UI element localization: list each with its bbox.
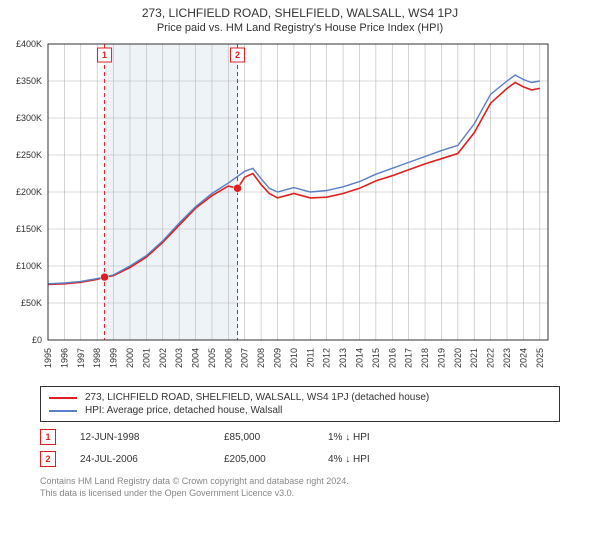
- svg-text:2014: 2014: [354, 348, 364, 368]
- svg-text:£350K: £350K: [16, 76, 42, 86]
- svg-text:2004: 2004: [191, 348, 201, 368]
- attribution: Contains HM Land Registry data © Crown c…: [40, 476, 560, 499]
- attribution-line1: Contains HM Land Registry data © Crown c…: [40, 476, 560, 488]
- svg-text:1995: 1995: [43, 348, 53, 368]
- svg-text:2018: 2018: [420, 348, 430, 368]
- svg-text:1996: 1996: [59, 348, 69, 368]
- svg-text:£300K: £300K: [16, 113, 42, 123]
- chart-svg: £0 £50K £100K £150K £200K £250K £300K £350K £400…: [0, 40, 560, 380]
- svg-text:£400K: £400K: [16, 40, 42, 49]
- price-chart: £0 £50K £100K £150K £200K £250K £300K £350K £400…: [0, 40, 600, 380]
- svg-text:2015: 2015: [371, 348, 381, 368]
- legend-row: HPI: Average price, detached house, Wals…: [49, 404, 551, 417]
- event-table: 1 12-JUN-1998 £85,000 1% ↓ HPI 2 24-JUL-2006 £…: [40, 426, 560, 470]
- event-price: £205,000: [224, 454, 304, 465]
- legend: 273, LICHFIELD ROAD, SHELFIELD, WALSALL,…: [40, 386, 560, 422]
- svg-text:1: 1: [102, 50, 107, 60]
- svg-text:2006: 2006: [223, 348, 233, 368]
- svg-text:2: 2: [235, 50, 240, 60]
- svg-text:2007: 2007: [240, 348, 250, 368]
- event-date: 24-JUL-2006: [80, 454, 200, 465]
- event-marker: 2: [40, 451, 56, 467]
- svg-text:2013: 2013: [338, 348, 348, 368]
- event-row: 2 24-JUL-2006 £205,000 4% ↓ HPI: [40, 448, 560, 470]
- svg-text:2005: 2005: [207, 348, 217, 368]
- event-delta: 1% ↓ HPI: [328, 432, 418, 443]
- svg-text:£200K: £200K: [16, 187, 42, 197]
- svg-text:2008: 2008: [256, 348, 266, 368]
- svg-text:1998: 1998: [92, 348, 102, 368]
- page-title: 273, LICHFIELD ROAD, SHELFIELD, WALSALL,…: [0, 0, 600, 20]
- svg-text:2009: 2009: [273, 348, 283, 368]
- svg-text:2025: 2025: [535, 348, 545, 368]
- svg-text:2023: 2023: [502, 348, 512, 368]
- svg-text:2000: 2000: [125, 348, 135, 368]
- svg-text:2017: 2017: [404, 348, 414, 368]
- svg-text:2021: 2021: [469, 348, 479, 368]
- legend-label: 273, LICHFIELD ROAD, SHELFIELD, WALSALL,…: [85, 392, 429, 403]
- svg-text:2016: 2016: [387, 348, 397, 368]
- event-marker: 1: [40, 429, 56, 445]
- event-delta: 4% ↓ HPI: [328, 454, 418, 465]
- svg-text:2024: 2024: [518, 348, 528, 368]
- svg-text:1999: 1999: [109, 348, 119, 368]
- svg-text:£50K: £50K: [21, 298, 42, 308]
- legend-label: HPI: Average price, detached house, Wals…: [85, 405, 282, 416]
- event-price: £85,000: [224, 432, 304, 443]
- legend-swatch: [49, 397, 77, 399]
- svg-text:£100K: £100K: [16, 261, 42, 271]
- svg-text:2002: 2002: [158, 348, 168, 368]
- attribution-line2: This data is licensed under the Open Gov…: [40, 488, 560, 500]
- svg-text:2001: 2001: [141, 348, 151, 368]
- legend-swatch: [49, 410, 77, 412]
- event-row: 1 12-JUN-1998 £85,000 1% ↓ HPI: [40, 426, 560, 448]
- svg-text:£150K: £150K: [16, 224, 42, 234]
- svg-text:2010: 2010: [289, 348, 299, 368]
- svg-text:2012: 2012: [322, 348, 332, 368]
- svg-text:1997: 1997: [76, 348, 86, 368]
- svg-text:2019: 2019: [436, 348, 446, 368]
- svg-text:2003: 2003: [174, 348, 184, 368]
- svg-text:£0: £0: [32, 335, 42, 345]
- event-date: 12-JUN-1998: [80, 432, 200, 443]
- svg-text:2020: 2020: [453, 348, 463, 368]
- page-subtitle: Price paid vs. HM Land Registry's House …: [0, 20, 600, 40]
- svg-text:2022: 2022: [486, 348, 496, 368]
- svg-text:2011: 2011: [305, 348, 315, 367]
- svg-text:£250K: £250K: [16, 150, 42, 160]
- legend-row: 273, LICHFIELD ROAD, SHELFIELD, WALSALL,…: [49, 391, 551, 404]
